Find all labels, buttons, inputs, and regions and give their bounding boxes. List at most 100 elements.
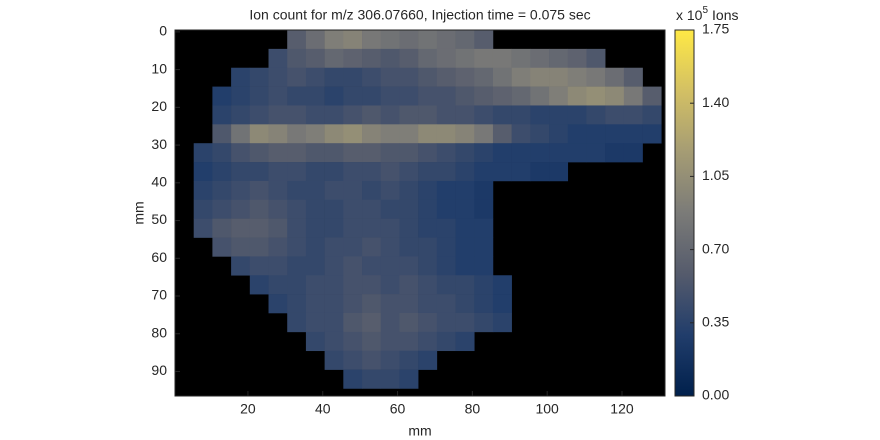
heatmap-cell — [287, 237, 307, 257]
heatmap-cell — [362, 105, 382, 125]
x-tick-label: 20 — [240, 401, 256, 417]
y-tick-label: 90 — [151, 362, 167, 378]
heatmap-cell — [362, 124, 382, 144]
heatmap-cell — [305, 237, 325, 257]
heatmap-cell — [305, 331, 325, 352]
heatmap-cell — [324, 67, 344, 87]
heatmap-cell — [231, 105, 251, 125]
heatmap-cell — [436, 312, 456, 333]
heatmap-cell — [362, 294, 382, 314]
heatmap-cell — [418, 67, 438, 87]
heatmap-cell — [287, 30, 307, 50]
heatmap-cell — [455, 237, 475, 257]
heatmap-cell — [324, 256, 344, 276]
heatmap-cell — [436, 143, 456, 163]
heatmap-cell — [399, 312, 419, 333]
heatmap-cell — [343, 124, 363, 144]
heatmap-cell — [343, 143, 363, 163]
y-tick-label: 10 — [151, 60, 167, 76]
heatmap-cell — [418, 162, 438, 182]
heatmap-cell — [455, 180, 475, 201]
heatmap-cell — [324, 30, 344, 50]
heatmap-cell — [586, 143, 606, 163]
heatmap-cell — [305, 86, 325, 106]
heatmap-cell — [287, 294, 307, 314]
heatmap-cell — [492, 275, 512, 295]
heatmap-cell — [305, 162, 325, 182]
heatmap-cell — [249, 105, 269, 125]
heatmap-cell — [305, 275, 325, 295]
heatmap-cell — [418, 350, 438, 370]
heatmap-cell — [324, 180, 344, 201]
heatmap-cell — [474, 105, 494, 125]
heatmap-cell — [436, 162, 456, 182]
heatmap-cell — [399, 275, 419, 295]
heatmap-cell — [586, 124, 606, 144]
heatmap-cell — [324, 124, 344, 144]
y-tick-label: 30 — [151, 136, 167, 152]
heatmap-cell — [324, 237, 344, 257]
heatmap-cell — [511, 67, 531, 87]
heatmap-cell — [231, 143, 251, 163]
heatmap-cell — [474, 218, 494, 238]
colorbar-label: x 105 Ions — [676, 5, 739, 23]
heatmap-cell — [399, 199, 419, 219]
heatmap-cell — [343, 294, 363, 314]
heatmap-cell — [287, 143, 307, 163]
heatmap-cell — [474, 30, 494, 50]
heatmap-cell — [474, 86, 494, 106]
heatmap-cell — [474, 237, 494, 257]
heatmap-cell — [418, 105, 438, 125]
heatmap-cell — [399, 256, 419, 276]
heatmap-cell — [399, 162, 419, 182]
heatmap-cell — [511, 143, 531, 163]
heatmap-cell — [362, 237, 382, 257]
heatmap-cell — [492, 105, 512, 125]
heatmap-cell — [399, 218, 419, 238]
heatmap-cell — [343, 350, 363, 370]
heatmap-cell — [418, 124, 438, 144]
x-tick-label: 120 — [610, 401, 634, 417]
heatmap-cell — [305, 199, 325, 219]
heatmap-cell — [380, 237, 400, 257]
heatmap-cell — [231, 256, 251, 276]
heatmap-cell — [399, 294, 419, 314]
heatmap-cell — [249, 162, 269, 182]
heatmap-cell — [324, 331, 344, 352]
heatmap-cell — [305, 180, 325, 201]
heatmap-cell — [380, 180, 400, 201]
heatmap-cell — [212, 86, 232, 106]
heatmap-cell — [305, 312, 325, 333]
heatmap-cell — [305, 67, 325, 87]
heatmap-cell — [586, 67, 606, 87]
heatmap-cell — [474, 312, 494, 333]
heatmap-cell — [567, 86, 587, 106]
heatmap-cell — [343, 369, 363, 389]
heatmap-cell — [530, 48, 550, 69]
heatmap-cell — [399, 369, 419, 389]
heatmap-cell — [343, 48, 363, 69]
heatmap-cell — [474, 256, 494, 276]
heatmap-cell — [455, 124, 475, 144]
heatmap-cell — [231, 218, 251, 238]
heatmap-cell — [418, 143, 438, 163]
heatmap-cell — [268, 180, 288, 201]
heatmap-cell — [474, 180, 494, 201]
heatmap-cell — [305, 294, 325, 314]
heatmap-cell — [268, 294, 288, 314]
heatmap-cell — [287, 48, 307, 69]
heatmap-cell — [362, 143, 382, 163]
heatmap-cell — [343, 331, 363, 352]
heatmap-cell — [362, 369, 382, 389]
heatmap-cell — [362, 275, 382, 295]
heatmap-cell — [324, 294, 344, 314]
heatmap-cell — [380, 48, 400, 69]
heatmap-cell — [287, 275, 307, 295]
heatmap-cell — [380, 350, 400, 370]
heatmap-cell — [380, 294, 400, 314]
heatmap-cell — [436, 218, 456, 238]
heatmap-cell — [567, 143, 587, 163]
plot-frame — [174, 29, 666, 397]
heatmap-cell — [549, 67, 569, 87]
